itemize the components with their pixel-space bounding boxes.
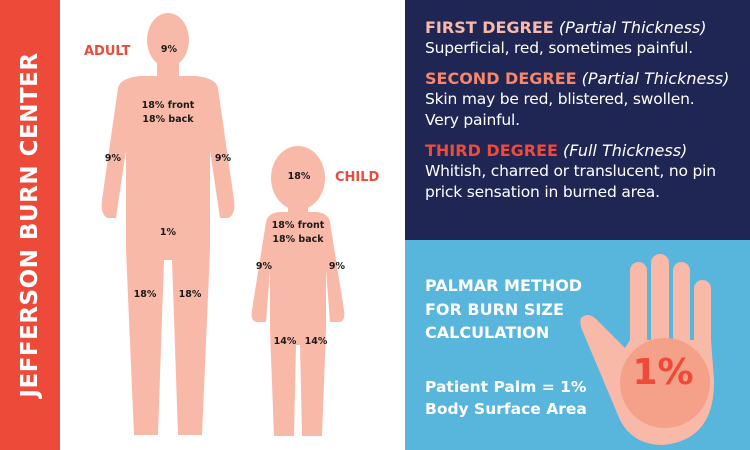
- adult-right-leg-pct: 18%: [178, 289, 202, 300]
- third-degree: THIRD DEGREE (Full Thickness) Whitish, c…: [425, 141, 730, 203]
- child-torso-front-pct: 18% front: [271, 220, 325, 231]
- child-right-leg-pct: 14%: [304, 336, 328, 347]
- third-degree-description: Whitish, charred or translucent, no pin …: [425, 162, 716, 201]
- child-silhouette: [251, 146, 345, 436]
- second-degree-title: SECOND DEGREE: [425, 69, 577, 88]
- palmar-method-panel: PALMAR METHOD FOR BURN SIZE CALCULATION …: [405, 240, 750, 450]
- palmar-note-line1: Patient Palm = 1%: [425, 378, 587, 396]
- child-label: CHILD: [335, 170, 380, 185]
- body-silhouettes: [101, 13, 345, 436]
- brand-title: JEFFERSON BURN CENTER: [17, 52, 43, 398]
- adult-right-arm-pct: 9%: [214, 153, 232, 164]
- second-degree-subtitle: (Partial Thickness): [581, 69, 730, 88]
- body-figures: ADULT 9% 18% front 18% back 9% 9% 1% 18%…: [60, 0, 405, 450]
- palmar-title: PALMAR METHOD FOR BURN SIZE CALCULATION: [425, 276, 583, 342]
- adult-label: ADULT: [84, 44, 131, 59]
- third-degree-title: THIRD DEGREE: [425, 141, 558, 160]
- adult-silhouette: [101, 13, 235, 435]
- child-left-leg-pct: 14%: [273, 336, 297, 347]
- first-degree-subtitle: (Partial Thickness): [558, 18, 707, 37]
- palmar-note-line2: Body Surface Area: [425, 400, 587, 418]
- child-torso-back-pct: 18% back: [272, 234, 324, 245]
- adult-torso-back-pct: 18% back: [142, 114, 194, 125]
- adult-genital-pct: 1%: [159, 227, 177, 238]
- first-degree: FIRST DEGREE (Partial Thickness) Superfi…: [425, 18, 730, 59]
- second-degree: SECOND DEGREE (Partial Thickness) Skin m…: [425, 69, 730, 131]
- palmar-note: Patient Palm = 1% Body Surface Area: [425, 376, 587, 420]
- child-left-arm-pct: 9%: [255, 261, 273, 272]
- adult-left-leg-pct: 18%: [133, 289, 157, 300]
- adult-torso-front-pct: 18% front: [141, 100, 195, 111]
- palm-percentage: 1%: [632, 352, 694, 393]
- second-degree-description: Skin may be red, blistered, swollen. Ver…: [425, 90, 695, 129]
- burn-degrees-panel: FIRST DEGREE (Partial Thickness) Superfi…: [405, 0, 750, 240]
- adult-head-pct: 9%: [160, 44, 178, 55]
- sidebar-banner: JEFFERSON BURN CENTER: [0, 0, 60, 450]
- child-right-arm-pct: 9%: [328, 261, 346, 272]
- adult-left-arm-pct: 9%: [104, 153, 122, 164]
- third-degree-subtitle: (Full Thickness): [563, 141, 688, 160]
- first-degree-description: Superficial, red, sometimes painful.: [425, 39, 693, 57]
- first-degree-title: FIRST DEGREE: [425, 18, 554, 37]
- child-head-pct: 18%: [287, 171, 311, 182]
